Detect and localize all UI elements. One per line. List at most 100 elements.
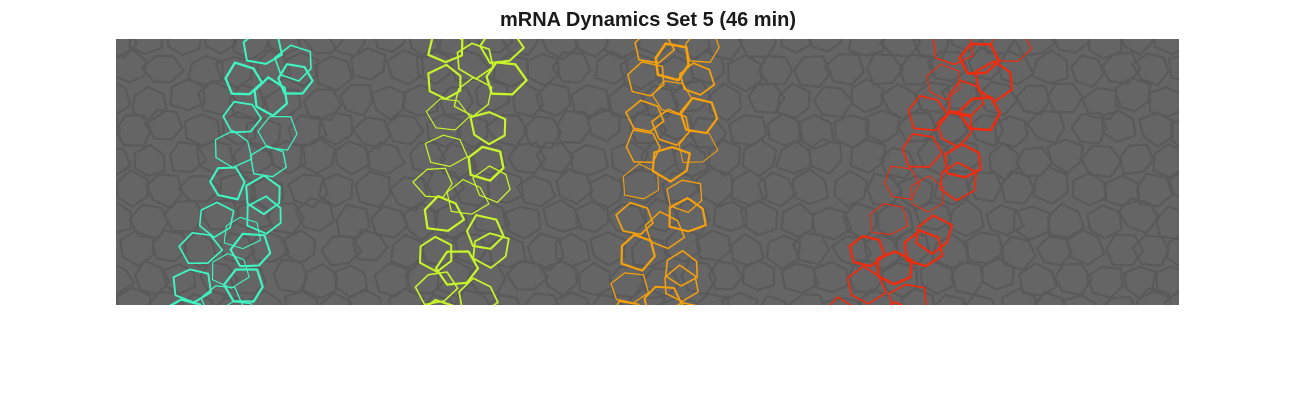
background-cell (993, 114, 1029, 149)
background-cell (1154, 205, 1179, 241)
background-cell (301, 39, 344, 55)
background-cell (674, 198, 711, 237)
background-cell (128, 39, 163, 55)
background-cell (1046, 82, 1084, 114)
highlighted-cell (620, 233, 656, 272)
highlighted-cell (932, 39, 974, 66)
background-cell (232, 39, 270, 61)
background-cell (977, 80, 1019, 117)
highlighted-cell (200, 285, 244, 305)
background-cell (116, 168, 149, 209)
background-cell (675, 39, 711, 61)
background-cell (245, 117, 282, 153)
background-cell (695, 167, 734, 207)
background-cell (1050, 39, 1091, 54)
background-cell (1130, 52, 1170, 87)
background-cell (1015, 146, 1054, 177)
background-cell (640, 84, 680, 119)
stripe-2 (412, 39, 528, 305)
background-cell (1071, 171, 1108, 207)
background-cell (747, 82, 786, 115)
highlighted-cell (990, 39, 1033, 62)
background-cell (628, 286, 666, 305)
background-cell (351, 116, 392, 150)
background-cell (930, 233, 969, 270)
background-cell (1123, 265, 1159, 300)
background-cell (1035, 235, 1073, 267)
background-cell (657, 297, 697, 305)
highlighted-cell (627, 61, 665, 97)
highlighted-cell (485, 61, 528, 96)
highlighted-cell (876, 250, 913, 286)
background-cell (812, 260, 850, 294)
background-cell (776, 82, 812, 120)
highlighted-cell (209, 166, 246, 201)
highlighted-cell (419, 235, 453, 273)
background-cell (926, 50, 969, 83)
background-cell (1070, 111, 1108, 145)
background-cell (487, 233, 527, 269)
highlighted-cell (446, 179, 490, 215)
segmentation-image (116, 39, 1179, 305)
background-cell (522, 115, 563, 150)
background-cell (896, 112, 939, 144)
background-cell (807, 137, 843, 176)
background-cell (574, 39, 609, 59)
background-cell (940, 80, 980, 111)
background-cell (168, 140, 208, 174)
highlighted-cell (229, 232, 272, 268)
background-cell (228, 262, 267, 296)
highlighted-cell (622, 163, 660, 200)
background-cell (408, 39, 442, 60)
background-cell (334, 264, 369, 298)
background-cell (811, 206, 853, 241)
background-cell (1062, 294, 1097, 305)
background-cell (272, 258, 309, 294)
background-cell (402, 201, 439, 242)
highlighted-cell (974, 60, 1013, 103)
highlighted-cell (634, 39, 676, 64)
background-cell (1080, 144, 1123, 179)
highlighted-cell (414, 271, 459, 305)
highlighted-cell (223, 216, 262, 250)
background-cell (195, 140, 235, 176)
background-cell (131, 85, 168, 123)
highlighted-cell (901, 133, 944, 168)
background-cell (487, 293, 521, 305)
background-cell (505, 259, 550, 291)
background-cell (823, 53, 865, 86)
background-cell (367, 141, 406, 176)
background-cell (914, 81, 952, 114)
background-cell (1045, 138, 1085, 175)
background-cell (526, 232, 565, 272)
background-cell (199, 260, 240, 297)
highlighted-cell (246, 195, 282, 235)
background-cell (287, 114, 328, 147)
background-cell (1135, 172, 1174, 208)
highlighted-cell (910, 175, 945, 213)
background-cell (1033, 290, 1066, 305)
background-cell (119, 229, 155, 268)
background-cell (554, 291, 590, 305)
highlighted-cell (425, 98, 471, 131)
background-cell (176, 174, 222, 203)
highlighted-cell-stripes (169, 39, 1033, 305)
background-cell (370, 204, 410, 239)
background-cell (721, 291, 759, 305)
background-cell (162, 199, 206, 233)
background-cell (707, 138, 742, 177)
background-cell (1100, 51, 1142, 85)
highlighted-cell (479, 39, 525, 64)
background-cell (542, 260, 578, 298)
background-cell (1032, 165, 1069, 205)
background-cell (247, 289, 282, 305)
background-cell (640, 267, 681, 300)
background-cell (439, 142, 478, 180)
background-cell (775, 139, 812, 175)
background-cell (1118, 143, 1155, 176)
background-cell (116, 39, 138, 60)
background-cell (166, 39, 202, 57)
background-cell (1114, 76, 1152, 113)
background-cell (689, 49, 726, 85)
background-cell (1131, 234, 1170, 267)
